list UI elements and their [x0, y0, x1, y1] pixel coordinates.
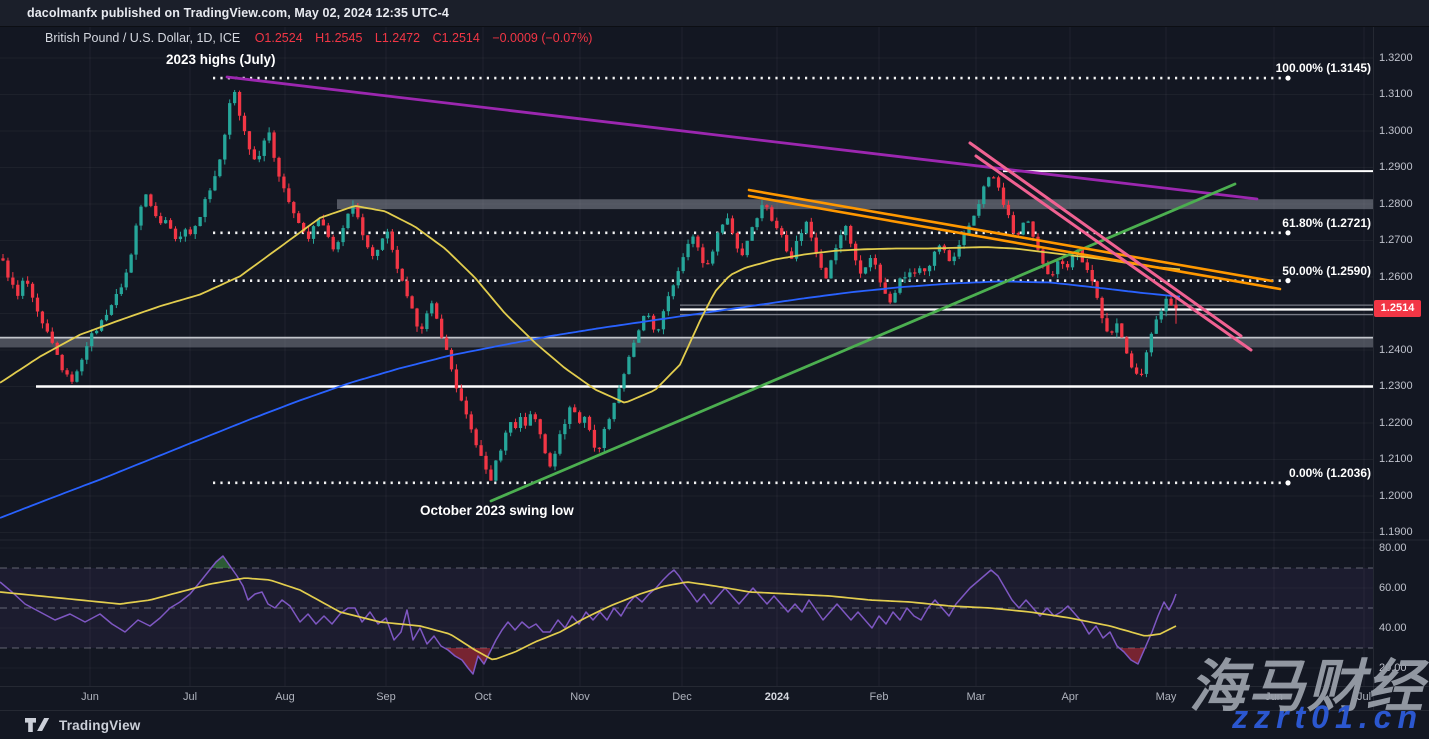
price-pane-zones: [0, 199, 1373, 348]
price-axis-label: 1.2100: [1379, 453, 1413, 465]
demand-zone-1.2420: [0, 336, 1373, 348]
ohlc-open: O1.2524: [254, 31, 303, 45]
time-axis-label: Dec: [672, 691, 692, 703]
footer-bar: TradingView: [0, 711, 1429, 739]
pink-channel-lower: [974, 154, 1253, 352]
price-axis-label: 1.3000: [1379, 124, 1413, 137]
ohlc-low: L1.2472: [374, 31, 421, 45]
fib-label: 50.00% (1.2590): [1282, 263, 1371, 278]
tradingview-logo-icon[interactable]: [25, 717, 51, 733]
price-axis-label: 1.2700: [1379, 234, 1413, 246]
rsi-ma-line: [0, 577, 1177, 661]
watermark-url: zzrt01.cn: [1232, 699, 1423, 735]
rsi-pane: [0, 555, 1373, 675]
time-axis-label: Jun: [1265, 691, 1283, 703]
price-axis-label: 1.2200: [1379, 416, 1413, 429]
horizontal-level-lines[interactable]: [36, 170, 1373, 388]
rsi-axis-label: 40.00: [1379, 621, 1407, 634]
green-ascending-trendline: [489, 182, 1237, 503]
time-axis-label: Apr: [1061, 691, 1079, 703]
last-price-badge: 1.2514: [1374, 300, 1421, 318]
symbol-legend[interactable]: British Pound / U.S. Dollar, 1D, ICE O1.…: [45, 31, 592, 45]
annotation-2023-highs: 2023 highs (July): [166, 52, 276, 67]
rsi-axis-label: 80.00: [1379, 541, 1407, 554]
watermark-chinese: 海马财经: [1189, 655, 1425, 719]
price-axis-label: 1.2400: [1379, 343, 1413, 356]
fib-label: 61.80% (1.2721): [1282, 215, 1371, 230]
trendlines-layer[interactable]: [225, 75, 1282, 503]
rsi-axis-label: 60.00: [1379, 581, 1407, 594]
time-axis-label: Sep: [376, 691, 396, 703]
pink-channel-upper: [968, 141, 1243, 338]
orange-channel-lower: [747, 194, 1282, 291]
rsi-axis-label: 20.00: [1379, 661, 1407, 674]
time-axis-separator: [0, 686, 1429, 687]
annotation-october-swing-low: October 2023 swing low: [420, 503, 574, 518]
purple-descending-trendline: [225, 75, 1259, 201]
time-axis-label: Jul: [1356, 691, 1372, 703]
price-axis-label: 1.3200: [1379, 51, 1413, 64]
publisher-bar: dacolmanfx published on TradingView.com,…: [0, 0, 1429, 27]
price-axis-label: 1.2900: [1379, 161, 1413, 173]
price-axis-label: 1.1900: [1379, 526, 1413, 538]
yellow-ma-line: [0, 205, 1181, 404]
supply-zone-1.2800: [337, 199, 1373, 210]
time-axis-label: Aug: [275, 691, 295, 703]
blue-ma-line: [0, 280, 1181, 519]
rsi-line: [0, 555, 1177, 675]
ohlc-high: H1.2545: [315, 31, 363, 45]
fib-label: 100.00% (1.3145): [1275, 61, 1371, 76]
fib-label: 0.00% (1.2036): [1288, 465, 1371, 480]
candles-layer[interactable]: [1, 89, 1178, 482]
price-axis-label: 1.3100: [1379, 88, 1413, 100]
ohlc-change: −0.0009 (−0.07%): [492, 31, 593, 45]
price-axis-label: 1.2300: [1379, 380, 1413, 392]
price-axis-label: 1.2000: [1379, 489, 1413, 502]
tradingview-brand-text[interactable]: TradingView: [59, 717, 141, 733]
time-axis-label: 2024: [764, 691, 790, 703]
symbol-title[interactable]: British Pound / U.S. Dollar, 1D, ICE: [45, 31, 241, 45]
time-axis-label: Jul: [182, 691, 198, 703]
publisher-text: dacolmanfx published on TradingView.com,…: [27, 6, 449, 20]
price-axis-label: 1.2600: [1379, 270, 1413, 283]
time-axis-label: Oct: [474, 691, 492, 703]
price-axis-label: 1.2800: [1379, 197, 1413, 210]
time-axis-label: Jun: [81, 691, 99, 703]
footer-separator: [0, 710, 1429, 711]
time-axis-label: May: [1155, 691, 1177, 703]
time-axis-label: Feb: [869, 691, 889, 703]
fib-retracement-lines[interactable]: [213, 75, 1291, 486]
ohlc-close: C1.2514: [432, 31, 480, 45]
time-axis-label: Nov: [570, 691, 590, 703]
time-axis-label: Mar: [966, 691, 986, 703]
price-axis-separator: [1373, 27, 1374, 710]
orange-channel-upper: [747, 188, 1274, 283]
